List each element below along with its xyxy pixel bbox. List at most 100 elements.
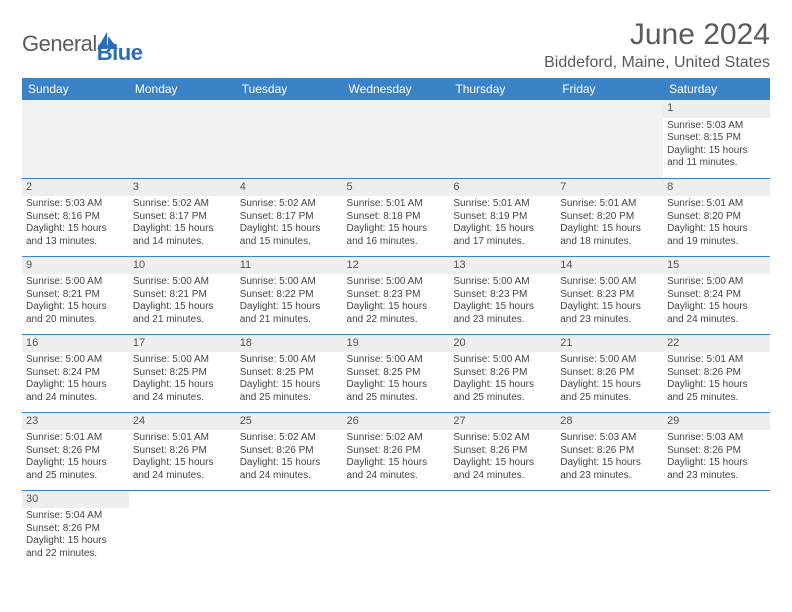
calendar-day-cell: 10Sunrise: 5:00 AMSunset: 8:21 PMDayligh… [129,256,236,334]
sunrise-line: Sunrise: 5:00 AM [667,276,766,289]
calendar-day-cell [129,490,236,568]
sunset-line: Sunset: 8:25 PM [240,367,339,380]
daylight-line: Daylight: 15 hours and 13 minutes. [26,223,125,248]
calendar-day-cell [129,100,236,178]
sunrise-line: Sunrise: 5:02 AM [240,198,339,211]
day-number: 14 [556,257,663,275]
page-title: June 2024 [544,18,770,52]
sunrise-line: Sunrise: 5:00 AM [560,354,659,367]
sunset-line: Sunset: 8:20 PM [667,211,766,224]
sunrise-line: Sunrise: 5:00 AM [347,354,446,367]
location-label: Biddeford, Maine, United States [544,54,770,72]
sunrise-line: Sunrise: 5:03 AM [26,198,125,211]
daylight-line: Daylight: 15 hours and 23 minutes. [560,457,659,482]
sunrise-line: Sunrise: 5:00 AM [347,276,446,289]
daylight-line: Daylight: 15 hours and 22 minutes. [347,301,446,326]
daylight-line: Daylight: 15 hours and 21 minutes. [240,301,339,326]
sunrise-line: Sunrise: 5:01 AM [26,432,125,445]
calendar-day-cell [236,490,343,568]
sunrise-line: Sunrise: 5:00 AM [453,354,552,367]
calendar-day-cell: 18Sunrise: 5:00 AMSunset: 8:25 PMDayligh… [236,334,343,412]
logo-text-blue: Blue [97,40,143,66]
sunrise-line: Sunrise: 5:02 AM [347,432,446,445]
calendar-day-cell: 28Sunrise: 5:03 AMSunset: 8:26 PMDayligh… [556,412,663,490]
sunset-line: Sunset: 8:15 PM [667,132,766,145]
sunset-line: Sunset: 8:26 PM [667,445,766,458]
sunrise-line: Sunrise: 5:01 AM [560,198,659,211]
day-number: 24 [129,413,236,431]
sunrise-line: Sunrise: 5:00 AM [240,354,339,367]
calendar-day-cell: 29Sunrise: 5:03 AMSunset: 8:26 PMDayligh… [663,412,770,490]
logo-text-general: General [22,31,97,57]
day-number: 12 [343,257,450,275]
sunrise-line: Sunrise: 5:02 AM [240,432,339,445]
sunset-line: Sunset: 8:23 PM [453,289,552,302]
sunset-line: Sunset: 8:17 PM [240,211,339,224]
daylight-line: Daylight: 15 hours and 18 minutes. [560,223,659,248]
daylight-line: Daylight: 15 hours and 24 minutes. [347,457,446,482]
day-number: 2 [22,179,129,197]
daylight-line: Daylight: 15 hours and 24 minutes. [133,457,232,482]
sunrise-line: Sunrise: 5:01 AM [453,198,552,211]
sunrise-line: Sunrise: 5:02 AM [133,198,232,211]
sunrise-line: Sunrise: 5:01 AM [133,432,232,445]
sunset-line: Sunset: 8:22 PM [240,289,339,302]
sunset-line: Sunset: 8:26 PM [560,367,659,380]
calendar-day-cell: 12Sunrise: 5:00 AMSunset: 8:23 PMDayligh… [343,256,450,334]
calendar-day-cell [556,490,663,568]
calendar-week-row: 16Sunrise: 5:00 AMSunset: 8:24 PMDayligh… [22,334,770,412]
daylight-line: Daylight: 15 hours and 14 minutes. [133,223,232,248]
sunrise-line: Sunrise: 5:01 AM [347,198,446,211]
daylight-line: Daylight: 15 hours and 25 minutes. [240,379,339,404]
day-number: 6 [449,179,556,197]
day-number: 8 [663,179,770,197]
daylight-line: Daylight: 15 hours and 22 minutes. [26,535,125,560]
calendar-body: 1Sunrise: 5:03 AMSunset: 8:15 PMDaylight… [22,100,770,568]
calendar-day-cell [449,100,556,178]
calendar-day-cell: 16Sunrise: 5:00 AMSunset: 8:24 PMDayligh… [22,334,129,412]
calendar-day-cell: 27Sunrise: 5:02 AMSunset: 8:26 PMDayligh… [449,412,556,490]
calendar-day-cell: 17Sunrise: 5:00 AMSunset: 8:25 PMDayligh… [129,334,236,412]
sunset-line: Sunset: 8:25 PM [133,367,232,380]
calendar-day-cell: 9Sunrise: 5:00 AMSunset: 8:21 PMDaylight… [22,256,129,334]
daylight-line: Daylight: 15 hours and 19 minutes. [667,223,766,248]
logo: General Blue [22,22,142,66]
daylight-line: Daylight: 15 hours and 15 minutes. [240,223,339,248]
calendar-week-row: 1Sunrise: 5:03 AMSunset: 8:15 PMDaylight… [22,100,770,178]
sunset-line: Sunset: 8:17 PM [133,211,232,224]
dow-header: Friday [556,78,663,100]
calendar-day-cell: 8Sunrise: 5:01 AMSunset: 8:20 PMDaylight… [663,178,770,256]
title-block: June 2024 Biddeford, Maine, United State… [544,18,770,72]
calendar-day-cell [343,100,450,178]
daylight-line: Daylight: 15 hours and 23 minutes. [453,301,552,326]
sunset-line: Sunset: 8:21 PM [133,289,232,302]
sunset-line: Sunset: 8:26 PM [453,367,552,380]
calendar-day-cell: 22Sunrise: 5:01 AMSunset: 8:26 PMDayligh… [663,334,770,412]
day-number: 23 [22,413,129,431]
calendar-day-cell: 7Sunrise: 5:01 AMSunset: 8:20 PMDaylight… [556,178,663,256]
daylight-line: Daylight: 15 hours and 24 minutes. [240,457,339,482]
sunset-line: Sunset: 8:26 PM [347,445,446,458]
day-of-week-row: SundayMondayTuesdayWednesdayThursdayFrid… [22,78,770,100]
daylight-line: Daylight: 15 hours and 23 minutes. [667,457,766,482]
sunset-line: Sunset: 8:26 PM [240,445,339,458]
dow-header: Tuesday [236,78,343,100]
sunset-line: Sunset: 8:18 PM [347,211,446,224]
daylight-line: Daylight: 15 hours and 24 minutes. [26,379,125,404]
sunset-line: Sunset: 8:16 PM [26,211,125,224]
calendar-day-cell [449,490,556,568]
sunset-line: Sunset: 8:26 PM [667,367,766,380]
calendar-week-row: 9Sunrise: 5:00 AMSunset: 8:21 PMDaylight… [22,256,770,334]
daylight-line: Daylight: 15 hours and 25 minutes. [453,379,552,404]
day-number: 29 [663,413,770,431]
calendar-day-cell: 13Sunrise: 5:00 AMSunset: 8:23 PMDayligh… [449,256,556,334]
calendar-day-cell: 19Sunrise: 5:00 AMSunset: 8:25 PMDayligh… [343,334,450,412]
sunset-line: Sunset: 8:19 PM [453,211,552,224]
sunrise-line: Sunrise: 5:00 AM [133,276,232,289]
sunset-line: Sunset: 8:24 PM [26,367,125,380]
daylight-line: Daylight: 15 hours and 24 minutes. [453,457,552,482]
day-number: 4 [236,179,343,197]
sunrise-line: Sunrise: 5:00 AM [133,354,232,367]
day-number: 21 [556,335,663,353]
sunrise-line: Sunrise: 5:00 AM [26,276,125,289]
